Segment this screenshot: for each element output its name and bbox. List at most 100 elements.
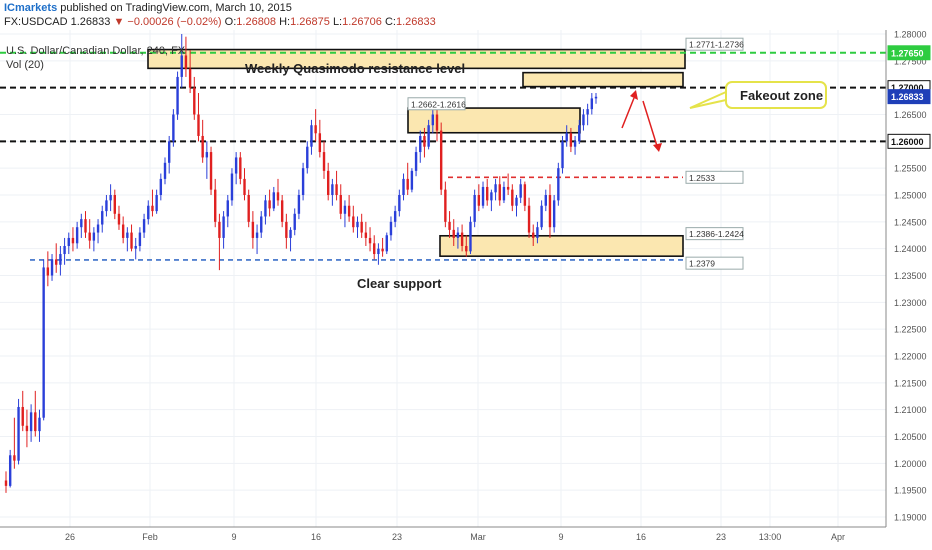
level-1-2379-tag-box: [685, 256, 744, 270]
price-change: ▼ −0.00026 (−0.02%): [113, 16, 222, 28]
candle-body: [515, 197, 518, 206]
candle-body: [230, 173, 234, 201]
candle-body: [205, 152, 209, 158]
candle-body: [502, 186, 506, 201]
candle-body: [80, 219, 83, 228]
candle-body: [67, 237, 70, 246]
close-value: 1.26833: [395, 16, 436, 28]
candle-body: [105, 200, 108, 212]
candle-body: [193, 87, 196, 115]
candle-body: [448, 221, 451, 230]
candle-body: [4, 480, 8, 486]
y-tick-label: 1.20000: [894, 459, 927, 469]
candle-body: [184, 55, 188, 69]
candle-body: [406, 178, 409, 190]
high-label: H:: [279, 16, 291, 28]
levels-layer: [0, 51, 886, 261]
candle-body: [117, 213, 121, 225]
candle-body: [21, 406, 24, 426]
chart-title: U.S. Dollar/Canadian Dollar, 240, FX: [6, 45, 186, 57]
candle-body: [573, 141, 577, 147]
candle-body: [465, 245, 468, 252]
candle-body: [586, 109, 589, 115]
candle-body: [419, 135, 422, 153]
candle-body: [452, 229, 455, 238]
candle-body: [527, 205, 531, 233]
zone-1-2662-tag-box: [407, 97, 466, 111]
x-tick-label: 23: [392, 532, 402, 542]
last-price: 1.26833: [70, 16, 111, 28]
publish-line: ICmarkets published on TradingView.com, …: [4, 2, 292, 14]
candle-body: [226, 200, 229, 217]
candle-body: [247, 195, 250, 222]
level-1-2379-tag-label: 1.2379: [689, 259, 715, 269]
candle-body: [285, 221, 288, 238]
candle-body: [101, 211, 104, 225]
candle-body: [473, 195, 476, 222]
annotations-layer: 1.2771-1.2736 1.2662-1.2616 1.2386-1.2424 1…: [245, 37, 827, 291]
x-tick-label: 13:00: [759, 532, 782, 542]
candle-body: [96, 224, 100, 233]
y-tick-label: 1.22500: [894, 325, 927, 335]
candle-body: [59, 254, 62, 265]
candle-body: [569, 133, 573, 147]
y-tick-label: 1.20500: [894, 432, 927, 442]
up-arrow-line: [621, 97, 635, 129]
y-tick-label: 1.21500: [894, 378, 927, 388]
candle-body: [477, 195, 481, 206]
x-tick-label: 23: [716, 532, 726, 542]
candle-body: [167, 141, 171, 163]
zone-1-2771-tag-box: [685, 37, 744, 51]
chart-header: ICmarkets published on TradingView.com, …: [0, 0, 932, 30]
candle-body: [243, 178, 246, 195]
candle-body: [209, 152, 213, 190]
low-value: 1.26706: [342, 16, 382, 28]
candle-body: [188, 68, 192, 88]
candle-body: [38, 417, 41, 432]
candle-body: [377, 248, 380, 255]
candle-body: [113, 195, 116, 214]
candle-body: [255, 232, 259, 238]
candle-body: [352, 216, 355, 228]
x-tick-label: Feb: [142, 532, 158, 542]
down-arrow-head: [653, 143, 662, 152]
candle-body: [561, 141, 564, 169]
open-label: O:: [224, 16, 237, 28]
candle-body: [310, 125, 313, 147]
candle-body: [126, 232, 129, 238]
candle-body: [293, 213, 296, 230]
volume-indicator-label: Vol (20): [6, 59, 44, 71]
candle-body: [385, 235, 388, 252]
level-1-27-label: 1.27000: [891, 83, 924, 93]
open-value: 1.26808: [236, 16, 277, 28]
candle-body: [260, 216, 263, 233]
candle-body: [456, 232, 460, 238]
candle-body: [460, 232, 464, 246]
price-axis[interactable]: 1.28000 1.27500 1.26500 1.26000 1.25500 1.250…: [887, 30, 931, 523]
candle-body: [142, 219, 146, 233]
y-tick-label: 1.19500: [894, 486, 927, 496]
close-label: C:: [384, 16, 396, 28]
x-tick-label: 9: [231, 532, 236, 542]
low-label: L:: [332, 16, 343, 28]
candle-body: [356, 221, 359, 228]
candle-body: [147, 205, 150, 220]
candle-body: [180, 55, 183, 77]
candle-body: [343, 205, 347, 214]
candle-body: [84, 219, 87, 233]
candle-body: [389, 221, 393, 236]
candle-body: [297, 195, 301, 214]
candle-body: [511, 189, 514, 206]
symbol-label: FX:USDCAD: [4, 16, 68, 28]
publisher-link[interactable]: ICmarkets: [4, 2, 58, 14]
level-1-26-badge: [887, 133, 931, 149]
fakeout-callout-pointer: [689, 90, 727, 109]
candle-body: [326, 170, 330, 195]
price-zone-box: [147, 48, 686, 70]
candle-body: [444, 189, 447, 222]
candle-body: [578, 125, 581, 142]
candle-body: [134, 245, 137, 249]
time-axis[interactable]: 26 Feb 9 16 23 Mar 9 16 23 13:00 Apr: [65, 532, 845, 542]
candle-body: [431, 114, 435, 126]
